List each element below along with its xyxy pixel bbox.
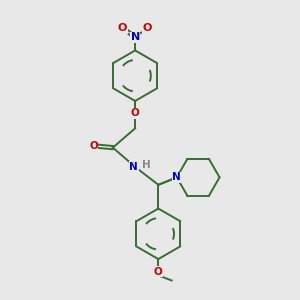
Text: O: O [131,108,140,118]
Text: O: O [143,23,152,33]
Text: O: O [89,141,98,151]
Text: N: N [129,162,138,172]
Text: N: N [130,32,140,42]
Text: N: N [172,172,181,182]
Text: O: O [118,23,127,33]
Text: H: H [142,160,150,170]
Text: O: O [154,267,163,277]
